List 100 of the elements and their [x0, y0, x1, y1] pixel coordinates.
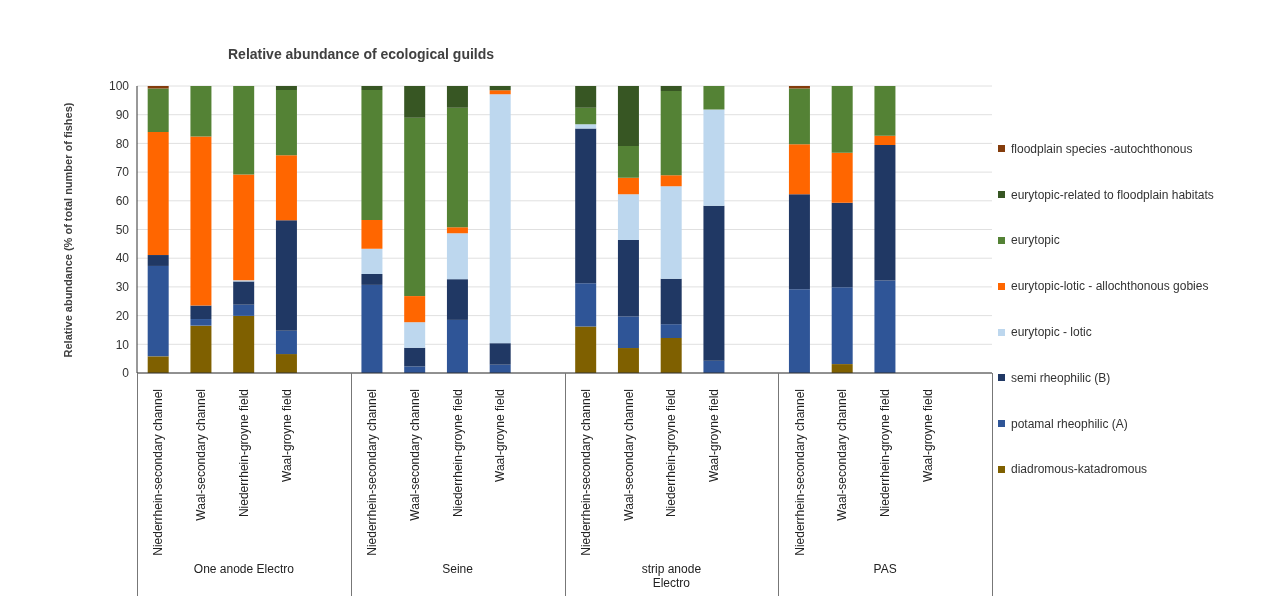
bar: [874, 135, 896, 146]
bar: [489, 86, 511, 91]
bar: [788, 144, 810, 195]
bar: [147, 131, 169, 256]
bar: [147, 255, 169, 266]
bar: [788, 289, 810, 373]
bar: [233, 86, 255, 175]
bar: [275, 220, 297, 331]
bar: [489, 343, 511, 365]
text: One anode Electro: [192, 562, 295, 576]
legend-label: diadromous-katadromous: [1011, 462, 1148, 477]
x-tick-label: Waal-secondary channel: [407, 389, 422, 521]
bar: [190, 86, 212, 137]
bar: [404, 86, 426, 118]
bar: [190, 305, 212, 320]
bar: [147, 86, 169, 89]
bar: [575, 326, 597, 373]
bar: [575, 128, 597, 284]
x-tick-label: Waal-groyne field: [707, 389, 722, 482]
y-tick-label: 60: [115, 194, 130, 209]
y-axis-title: Relative abundance (% of total number of fishes): [62, 102, 74, 358]
bar: [275, 354, 297, 373]
bar: [404, 366, 426, 373]
bar: [446, 279, 468, 320]
bar: [275, 86, 297, 91]
bar: [703, 205, 725, 361]
bar: [617, 177, 639, 195]
bar: [404, 117, 426, 297]
chart-title: Relative abundance of ecological guilds: [228, 46, 495, 62]
bar: [361, 273, 383, 285]
bar: [660, 324, 682, 338]
bar: [575, 86, 597, 108]
legend-label: eurytopic-lotic - allochthonous gobies: [1011, 279, 1209, 294]
text: strip anode Electro: [640, 562, 703, 590]
bar: [874, 145, 896, 281]
x-tick-label: Niederrhein-secondary channel: [578, 389, 593, 556]
y-tick-label: 0: [122, 366, 130, 381]
bar: [831, 86, 853, 153]
bar: [275, 155, 297, 221]
bar: [617, 145, 639, 178]
bar: [446, 86, 468, 108]
legend-label: potamal rheophilic (A): [1011, 416, 1128, 431]
bar: [831, 287, 853, 365]
y-tick-label: 70: [115, 165, 130, 180]
bar: [404, 296, 426, 323]
bar: [446, 233, 468, 280]
bar: [575, 283, 597, 327]
x-tick-label: Waal-secondary channel: [835, 389, 850, 521]
bar: [361, 248, 383, 274]
bar: [147, 356, 169, 373]
y-tick-label: 40: [115, 251, 130, 266]
bar: [788, 86, 810, 89]
y-tick-label: 30: [115, 280, 130, 295]
y-tick-label: 90: [115, 107, 130, 122]
x-tick-label: Niederrhein-groyne field: [450, 389, 465, 518]
x-tick-label: Waal-groyne field: [920, 389, 935, 482]
bar: [446, 319, 468, 373]
x-tick-label: Niederrhein-secondary channel: [792, 389, 807, 556]
bar: [788, 88, 810, 145]
y-tick-label: 10: [115, 337, 130, 352]
legend-label: floodplain species -autochthonous: [1011, 141, 1193, 156]
bar: [874, 86, 896, 136]
bar: [361, 90, 383, 221]
bar: [147, 88, 169, 132]
bar: [617, 86, 639, 146]
bar: [275, 330, 297, 355]
bar: [190, 319, 212, 326]
bar: [617, 348, 639, 373]
bar: [147, 265, 169, 357]
bar: [788, 194, 810, 290]
bar: [660, 90, 682, 176]
x-tick-label: Waal-secondary channel: [621, 389, 636, 521]
legend-label: eurytopic-related to floodplain habitats: [1011, 187, 1214, 202]
bar: [660, 278, 682, 325]
bar: [361, 220, 383, 249]
bar: [575, 124, 597, 129]
y-tick-label: 80: [115, 136, 130, 151]
bar: [190, 136, 212, 306]
bar: [233, 174, 255, 281]
legend-label: eurytopic - lotic: [1011, 325, 1092, 340]
bar: [703, 86, 725, 110]
bar: [575, 107, 597, 125]
x-tick-label: Waal-groyne field: [493, 389, 508, 482]
bar: [404, 347, 426, 367]
bar: [361, 86, 383, 91]
x-tick-label: Niederrhein-groyne field: [236, 389, 251, 518]
bar: [660, 337, 682, 373]
bar: [660, 186, 682, 279]
x-tick-label: Niederrhein-secondary channel: [151, 389, 166, 556]
text: Seine: [441, 562, 474, 576]
bar: [489, 90, 511, 95]
bar: [489, 94, 511, 344]
bar: [703, 109, 725, 206]
bar: [233, 315, 255, 373]
x-tick-label: Waal-secondary channel: [194, 389, 209, 521]
bar: [617, 240, 639, 317]
bar: [275, 90, 297, 156]
bar: [660, 175, 682, 187]
x-tick-label: Niederrhein-groyne field: [878, 389, 893, 518]
bar: [831, 202, 853, 288]
